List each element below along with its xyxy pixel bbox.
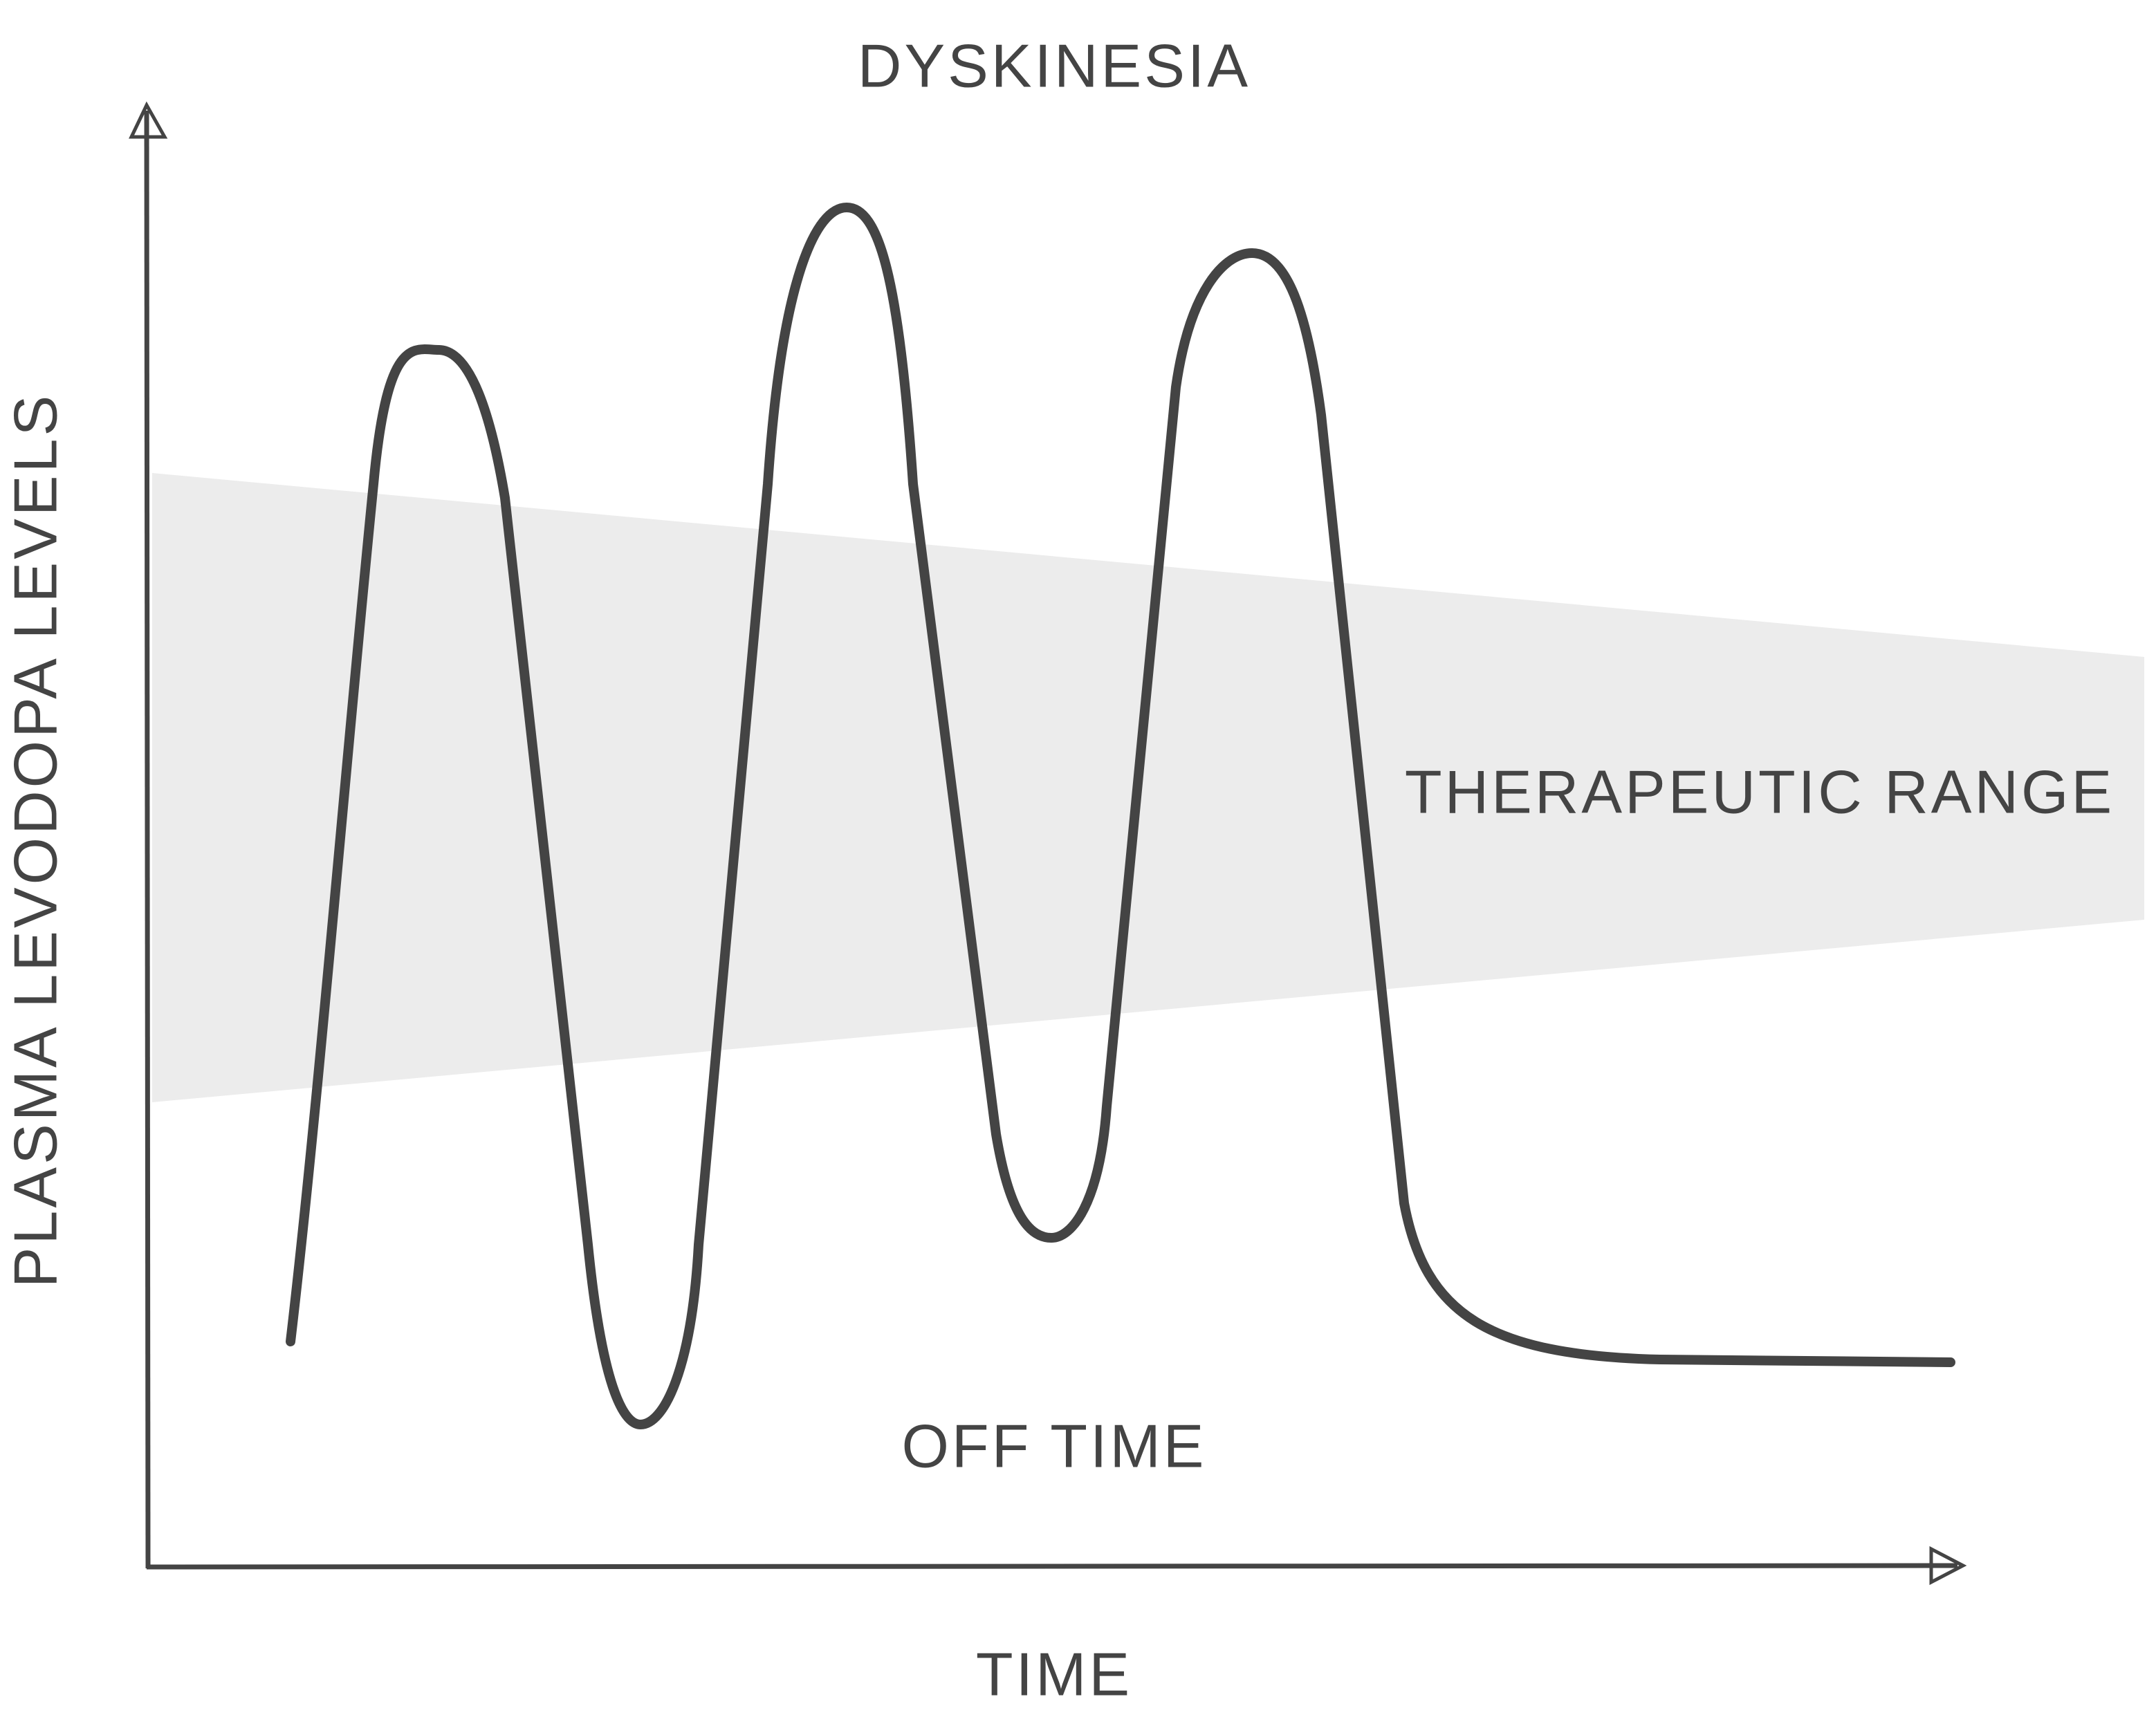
dyskinesia-label: DYSKINESIA bbox=[858, 31, 1251, 100]
therapeutic-range-label: THERAPEUTIC RANGE bbox=[1405, 757, 2114, 826]
levodopa-curve bbox=[286, 203, 1955, 1429]
y-axis bbox=[144, 110, 151, 1569]
off-time-label: OFF TIME bbox=[901, 1411, 1206, 1480]
y-axis-label: PLASMA LEVODOPA LEVELS bbox=[1, 393, 69, 1288]
x-axis bbox=[146, 1563, 1958, 1570]
x-axis-label: TIME bbox=[976, 1640, 1132, 1708]
x-axis-arrow bbox=[1929, 1546, 1967, 1586]
y-axis-arrow bbox=[129, 101, 168, 139]
therapeutic-band bbox=[152, 473, 2144, 1102]
